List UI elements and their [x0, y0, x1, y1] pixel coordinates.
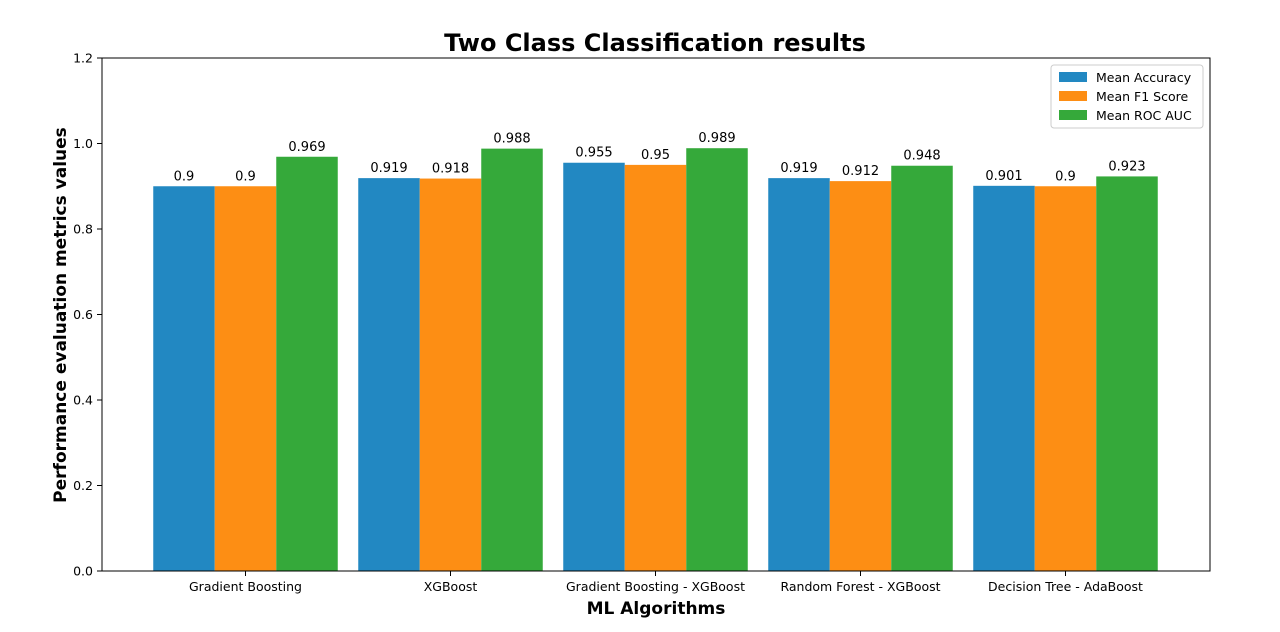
legend-entry-3: Mean ROC AUC — [1096, 108, 1192, 123]
data-label: 0.95 — [641, 148, 670, 163]
legend: Mean Accuracy Mean F1 Score Mean ROC AUC — [1050, 64, 1204, 129]
bar-3-1 — [276, 156, 338, 571]
data-label: 0.901 — [985, 169, 1022, 184]
data-label: 0.955 — [575, 146, 612, 161]
x-tick-label: Random Forest - XGBoost — [780, 579, 940, 594]
bar-2-3 — [624, 164, 687, 571]
bar-3-3 — [686, 148, 748, 571]
bar-1-4 — [768, 178, 830, 571]
legend-swatch-3 — [1059, 110, 1087, 120]
bar-3-5 — [1096, 176, 1158, 572]
x-tick-label: Gradient Boosting — [189, 579, 302, 594]
plot-frame — [101, 57, 1211, 572]
bar-1-2 — [358, 178, 420, 571]
legend-swatch-1 — [1059, 72, 1087, 82]
y-axis-label: Performance evaluation metrics values — [51, 127, 71, 503]
y-tick-label: 1.0 — [73, 136, 93, 151]
data-label: 0.918 — [432, 162, 469, 177]
y-tick-label: 0.2 — [73, 478, 93, 493]
bar-2-2 — [419, 178, 482, 571]
axes-layer: Gradient Boosting XGBoost Gradient Boostin… — [73, 51, 1211, 594]
data-label: 0.919 — [370, 161, 407, 176]
bar-3-4 — [891, 165, 953, 572]
data-label: 0.969 — [288, 140, 325, 155]
legend-entry-1: Mean Accuracy — [1096, 70, 1192, 85]
data-label: 0.9 — [1055, 169, 1076, 184]
bar-3-2 — [481, 148, 543, 571]
bar-1-1 — [153, 186, 215, 571]
bar-2-4 — [829, 181, 892, 571]
bar-1-3 — [563, 162, 625, 572]
bars-layer: 0.9 0.9 0.969 0.919 0.918 0.988 0.955 0.95 0.989… — [153, 131, 1158, 572]
y-tick-label: 1.2 — [73, 51, 93, 66]
y-tick-label: 0.8 — [73, 222, 93, 237]
data-label: 0.9 — [235, 169, 256, 184]
x-tick-label: XGBoost — [424, 579, 478, 594]
x-tick-label: Decision Tree - AdaBoost — [988, 579, 1143, 594]
y-tick-label: 0.6 — [73, 307, 93, 322]
x-tick-label: Gradient Boosting - XGBoost — [566, 579, 745, 594]
legend-box — [1050, 64, 1204, 129]
data-label: 0.988 — [493, 132, 530, 147]
y-tick-label: 0.4 — [73, 393, 93, 408]
legend-entry-2: Mean F1 Score — [1096, 89, 1188, 104]
data-label: 0.948 — [903, 149, 940, 164]
bar-2-1 — [214, 186, 277, 571]
bar-2-5 — [1034, 186, 1097, 571]
data-label: 0.923 — [1108, 159, 1145, 174]
data-label: 0.9 — [174, 169, 195, 184]
legend-swatch-2 — [1059, 91, 1087, 101]
x-axis-label: ML Algorithms — [587, 599, 726, 619]
bar-1-5 — [973, 185, 1035, 571]
y-tick-label: 0.0 — [73, 564, 93, 579]
chart-title: Two Class Classification results — [444, 29, 866, 57]
data-label: 0.919 — [780, 161, 817, 176]
data-label: 0.912 — [842, 164, 879, 179]
data-label: 0.989 — [698, 131, 735, 146]
